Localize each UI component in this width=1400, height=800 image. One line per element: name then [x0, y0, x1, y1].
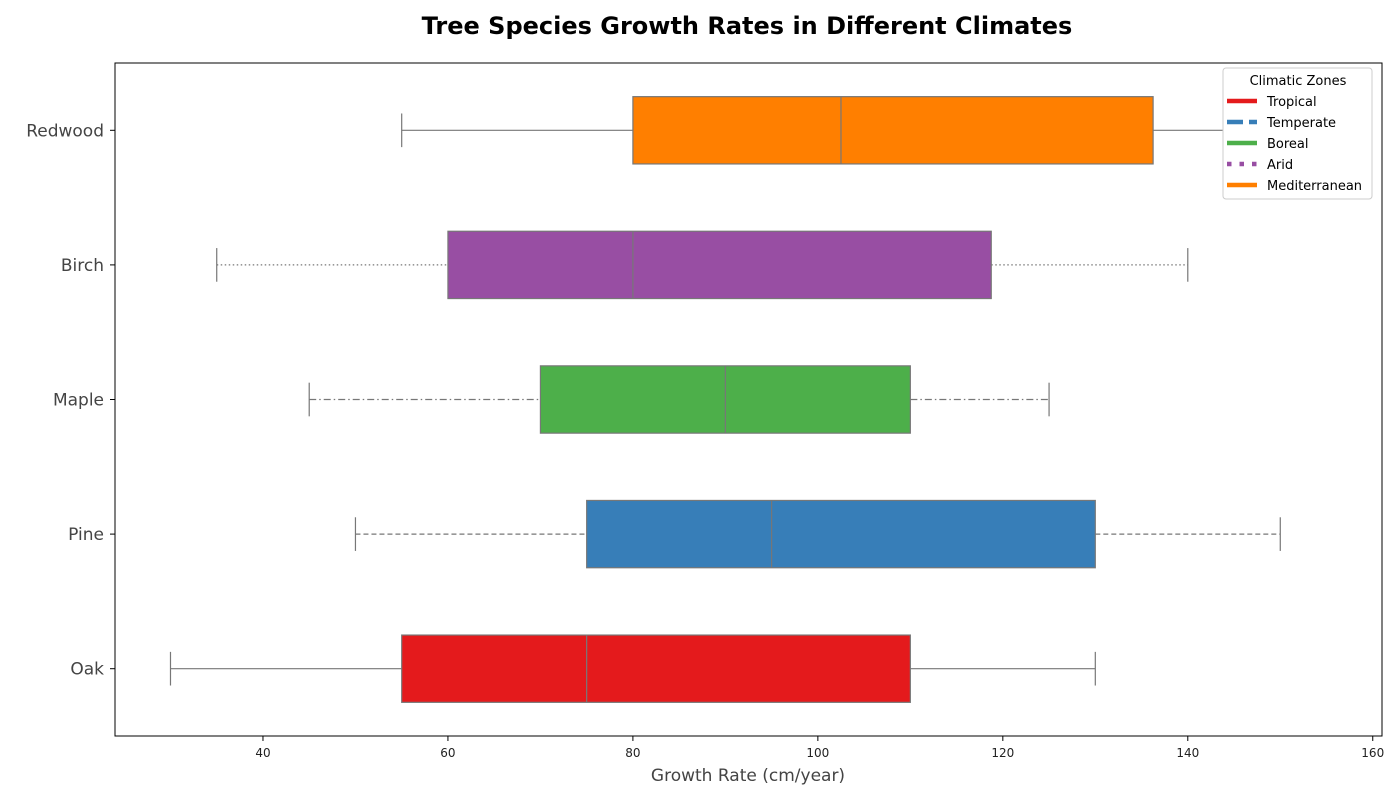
legend-label: Mediterranean: [1267, 179, 1362, 194]
legend-frame: [1222, 67, 1373, 200]
legend-entries: Tropical Temperate Boreal Arid Mediterranean: [1227, 95, 1362, 194]
legend-label: Temperate: [1266, 116, 1336, 131]
legend-entry: Boreal: [1227, 137, 1309, 152]
legend-entry: Arid: [1227, 158, 1293, 173]
box-redwood: [401, 96, 1328, 165]
box-pine: [354, 499, 1281, 569]
box-iqr: [447, 230, 992, 300]
box-maple: [308, 365, 1050, 434]
y-tick-label: Maple: [53, 391, 104, 411]
x-tick-label: 80: [625, 746, 640, 760]
legend-label: Boreal: [1267, 137, 1309, 152]
y-tick-label: Redwood: [26, 121, 104, 141]
y-tick-label: Pine: [68, 525, 104, 545]
y-tick-label: Oak: [70, 660, 104, 680]
y-tick-label: Birch: [61, 256, 104, 276]
y-axis: Redwood Birch Maple Pine Oak: [26, 121, 115, 680]
box-iqr: [586, 499, 1096, 569]
x-tick-label: 140: [1176, 746, 1199, 760]
legend-entry: Tropical: [1227, 95, 1317, 110]
legend-label: Tropical: [1266, 95, 1317, 110]
box-iqr: [632, 96, 1154, 165]
x-tick-label: 40: [255, 746, 270, 760]
chart-title: Tree Species Growth Rates in Different C…: [422, 12, 1073, 40]
x-axis: 40 60 80 100 120 140 160: [255, 736, 1384, 760]
x-tick-label: 60: [440, 746, 455, 760]
x-tick-label: 100: [806, 746, 829, 760]
legend: Climatic Zones Tropical Temperate Boreal Ar…: [1222, 67, 1373, 200]
legend-entry: Mediterranean: [1227, 179, 1362, 194]
legend-title: Climatic Zones: [1250, 74, 1347, 89]
box-birch: [216, 230, 1189, 300]
legend-entry: Temperate: [1227, 116, 1336, 131]
box-oak: [169, 634, 1096, 703]
x-tick-label: 120: [991, 746, 1014, 760]
boxes-layer: [169, 96, 1328, 703]
x-axis-label: Growth Rate (cm/year): [651, 766, 845, 786]
box-iqr: [401, 634, 911, 703]
legend-label: Arid: [1267, 158, 1293, 173]
x-tick-label: 160: [1361, 746, 1384, 760]
